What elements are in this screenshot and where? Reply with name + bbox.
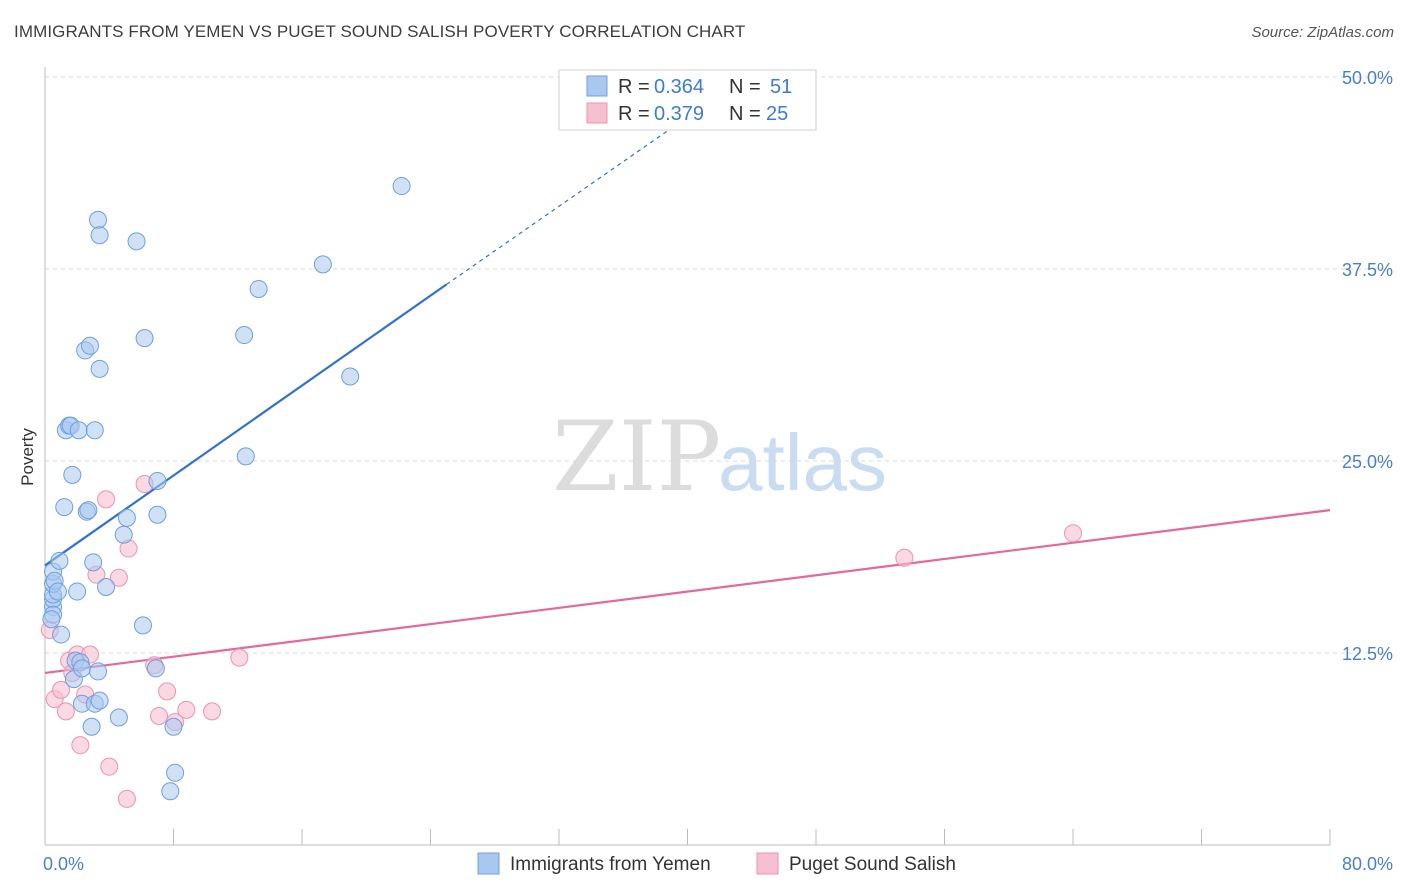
bottom-legend-label-pink: Puget Sound Salish [789,854,956,875]
trend-line-blue-extension [446,71,753,285]
data-point-yemen [236,447,255,466]
data-point-yemen [148,471,167,490]
data-point-puget [1064,524,1082,543]
data-point-puget [100,757,119,776]
data-point-yemen [109,708,128,727]
data-point-yemen [63,465,82,484]
legend-r-label-blue: R = [618,76,650,98]
legend-n-value-blue: 51 [770,76,792,98]
legend-n-label-pink: N = [729,103,761,125]
data-point-yemen [133,616,152,635]
legend-swatch-blue [586,75,608,97]
y-tick-label: 25.0% [1342,452,1393,472]
data-point-yemen [84,553,103,572]
data-point-yemen [97,577,116,596]
data-point-yemen [89,662,108,681]
data-point-puget [150,706,169,725]
series-immigrants-from-yemen [42,177,411,801]
data-point-yemen [90,691,109,710]
legend-r-value-blue: 0.364 [654,76,704,98]
bottom-legend-swatch-pink [756,852,779,875]
y-tick-label: 50.0% [1342,68,1393,88]
data-point-yemen [127,232,146,251]
data-point-yemen [69,421,88,440]
data-point-yemen [72,659,91,678]
y-axis-label: Poverty [18,428,37,486]
x-tick-label-max: 80.0% [1342,854,1393,874]
data-point-yemen [148,505,167,524]
data-point-yemen [117,508,136,527]
data-point-yemen [68,582,87,601]
x-tick-labels: 0.0% 80.0% [43,854,1393,874]
data-point-puget [109,568,128,587]
data-point-yemen [392,177,411,196]
data-point-puget [895,548,914,567]
data-point-yemen [80,336,99,355]
data-point-yemen [161,782,180,801]
data-point-yemen [166,763,185,782]
bottom-legend: Immigrants from Yemen Puget Sound Salish [477,852,956,875]
data-point-yemen [114,525,133,544]
legend-swatch-pink [586,102,608,124]
data-point-yemen [55,498,74,517]
data-point-yemen [52,625,71,644]
data-point-yemen [79,501,98,520]
legend-n-value-pink: 25 [766,103,788,125]
grid-lines [45,76,1392,654]
data-point-yemen [164,717,183,736]
data-point-yemen [135,329,154,348]
chart-title: IMMIGRANTS FROM YEMEN VS PUGET SOUND SAL… [14,22,746,41]
bottom-legend-swatch-blue [477,852,500,875]
watermark-atlas: atlas [718,418,887,507]
bottom-legend-label-blue: Immigrants from Yemen [510,854,711,875]
data-point-yemen [313,255,332,274]
data-point-yemen [82,717,101,736]
data-point-yemen [90,359,109,378]
data-point-puget [158,682,177,701]
data-point-yemen [341,367,360,386]
data-point-yemen [85,421,104,440]
source-note: Source: ZipAtlas.com [1251,24,1394,41]
trend-line-pink [44,509,1331,675]
data-point-puget [117,789,136,808]
watermark-zip: ZIP [552,401,721,513]
data-point-puget [97,490,116,509]
legend-box: R = 0.364 N = 51 R = 0.379 N = 25 [558,69,817,131]
y-tick-label: 37.5% [1342,260,1393,280]
trend-line-blue [44,283,448,567]
data-point-yemen [48,582,67,601]
data-point-yemen [235,326,254,345]
legend-n-label-blue: N = [729,76,761,98]
data-point-yemen [50,551,69,570]
data-point-yemen [146,659,165,678]
data-point-yemen [42,610,61,629]
data-point-puget [230,648,249,667]
y-tick-labels: 12.5% 25.0% 37.5% 50.0% [1342,68,1393,664]
trend-lines [44,71,1331,675]
x-tick-label-min: 0.0% [43,854,84,874]
data-point-puget [52,680,71,699]
legend-r-value-pink: 0.379 [654,103,704,125]
data-point-puget [177,700,196,719]
data-point-puget [203,702,222,721]
data-point-puget [56,702,75,721]
data-point-yemen [90,226,109,245]
data-point-yemen [249,279,268,298]
data-point-puget [71,736,90,755]
data-point-yemen [89,210,108,229]
axes [44,67,1331,846]
legend-r-label-pink: R = [618,103,650,125]
series-puget-sound-salish [40,475,1082,808]
y-tick-label: 12.5% [1342,644,1393,664]
